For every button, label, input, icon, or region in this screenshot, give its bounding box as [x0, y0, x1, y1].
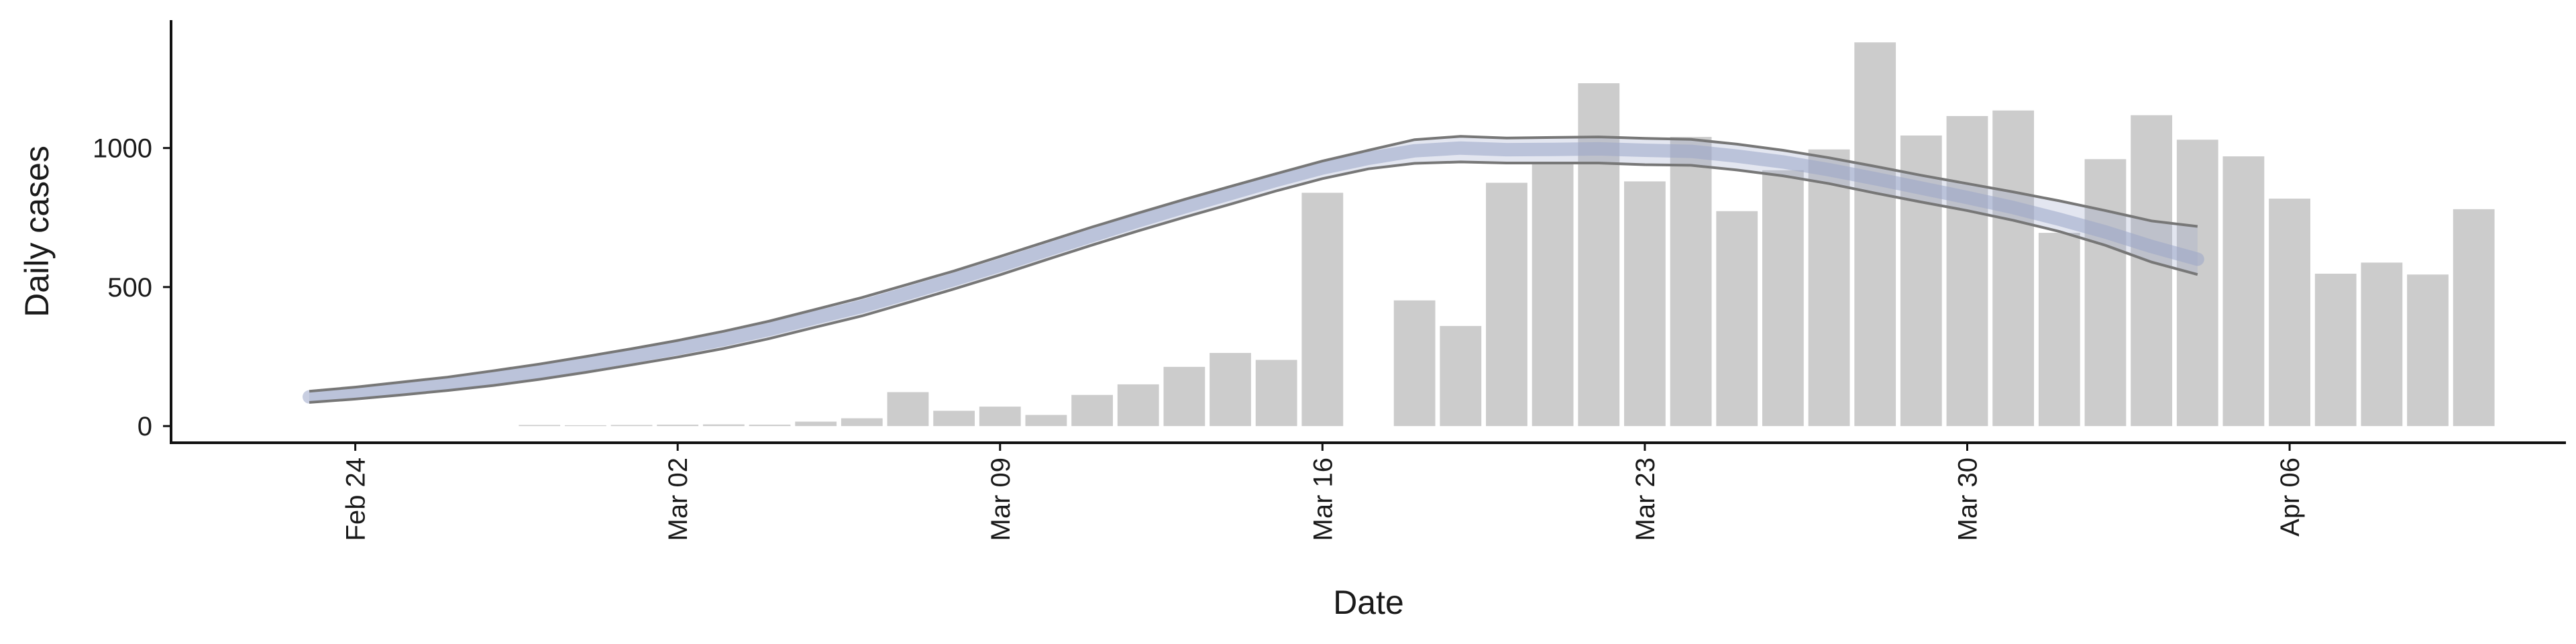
bar: [2361, 262, 2403, 427]
y-tick-label: 1000: [93, 134, 152, 164]
bar: [657, 425, 699, 427]
bar: [1532, 163, 1574, 427]
x-tick-label: Mar 23: [1631, 458, 1660, 541]
bar: [1255, 360, 1297, 427]
bar: [979, 407, 1021, 427]
bar: [2176, 140, 2218, 427]
x-tick-label: Mar 02: [663, 458, 693, 541]
bar: [2314, 274, 2357, 427]
bar: [1486, 182, 1527, 427]
y-tick-label: 0: [138, 412, 152, 441]
bar: [1440, 325, 1482, 427]
bar: [1301, 193, 1344, 427]
bar: [1854, 42, 1896, 427]
x-tick-label: Mar 16: [1308, 458, 1338, 541]
bar: [1946, 115, 1988, 427]
bar: [1762, 170, 1804, 427]
x-tick-label: Mar 09: [986, 458, 1016, 541]
bar: [564, 425, 606, 427]
bar: [1163, 366, 1205, 427]
x-axis-ticks: Feb 24 Mar 02 Mar 09 Mar 16 Mar 23 Mar 30 Apr …: [341, 443, 2305, 541]
bar: [1210, 353, 1251, 427]
x-tick-label: Mar 30: [1953, 458, 1983, 541]
bar: [933, 411, 975, 427]
bar: [2269, 199, 2310, 427]
bar: [1624, 181, 1666, 427]
y-axis-ticks: 0 500 1000: [93, 134, 171, 441]
x-axis-title: Date: [1333, 584, 1404, 621]
model-lower-line: [309, 160, 2198, 404]
bar: [795, 421, 837, 427]
bar: [610, 425, 653, 427]
bar: [1716, 211, 1758, 427]
bar: [1808, 149, 1850, 427]
bar: [749, 425, 791, 427]
bar: [841, 418, 883, 427]
bar: [1670, 137, 1712, 427]
bar: [2453, 209, 2495, 427]
y-axis-title: Daily cases: [18, 146, 56, 317]
model-upper-line: [309, 135, 2198, 393]
bar: [2038, 233, 2080, 427]
bar: [2084, 159, 2127, 427]
bar: [2131, 115, 2173, 427]
bar: [1992, 110, 2035, 427]
bar: [1578, 83, 1620, 427]
x-tick-label: Apr 06: [2275, 458, 2305, 537]
bar: [702, 424, 745, 427]
axes-layer: [170, 20, 2566, 444]
bar: [2407, 274, 2449, 427]
model-layer: [303, 135, 2204, 404]
model-median-line: [303, 141, 2204, 404]
bars-layer: [519, 42, 2495, 427]
bar: [519, 425, 561, 427]
bar: [1025, 415, 1067, 427]
bar: [887, 392, 929, 427]
y-tick-label: 500: [107, 273, 152, 303]
bar: [1393, 300, 1436, 427]
bar: [1071, 394, 1113, 427]
bar: [2222, 156, 2265, 427]
bar: [1117, 384, 1159, 427]
x-tick-label: Feb 24: [341, 458, 371, 541]
